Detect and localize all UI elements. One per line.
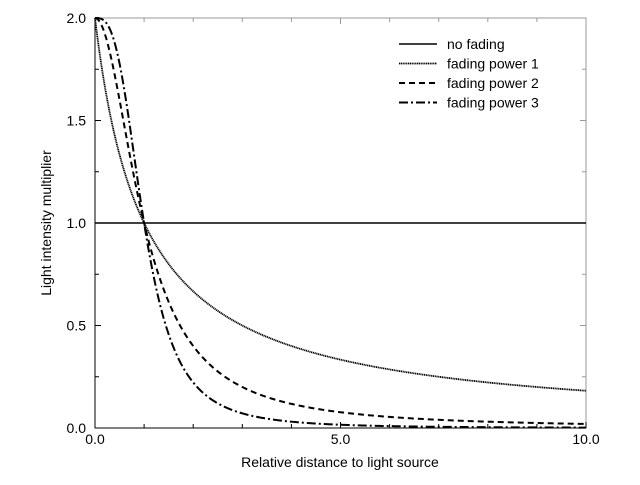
series-line-3 [94,17,586,429]
x-tick-label: 5.0 [331,431,351,447]
y-tick-label: 1.5 [67,113,87,129]
legend-label: fading power 3 [447,95,539,111]
x-axis-label: Relative distance to light source [241,454,439,470]
legend-label: fading power 2 [447,75,539,91]
y-tick-labels: 0.0 0.5 1.0 1.5 2.0 [67,10,87,436]
y-axis-label: Light intensity multiplier [38,150,54,296]
series-line-1 [94,17,587,392]
legend: no fading fading power 1 fading power 2 fad… [399,36,539,111]
series-line-2 [94,17,587,425]
y-tick-label: 1.0 [67,215,87,231]
x-tick-label: 10.0 [572,431,599,447]
x-tick-labels: 0.0 5.0 10.0 [85,431,600,447]
y-tick-label: 0.5 [67,318,87,334]
legend-label: no fading [447,36,505,52]
series-group [94,17,587,429]
legend-label: fading power 1 [447,56,539,72]
y-tick-label: 0.0 [67,420,87,436]
y-tick-label: 2.0 [67,10,87,26]
x-tick-label: 0.0 [85,431,105,447]
